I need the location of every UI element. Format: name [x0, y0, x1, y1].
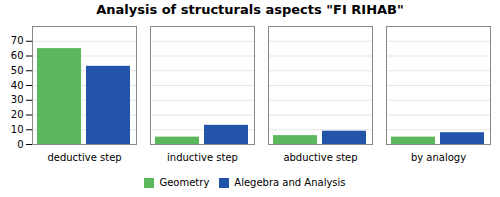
html-text:Analysis of structurals aspect: Analysis of structurals aspects "FI RIHA… [96, 2, 404, 17]
svg-text:70: 70 [11, 35, 24, 46]
svg-text:inductive step: inductive step [167, 152, 238, 163]
svg-text:20: 20 [11, 109, 24, 120]
svg-text:0: 0 [17, 139, 23, 150]
html-text:Geometry: Geometry [159, 177, 210, 188]
svg-text:60: 60 [11, 50, 24, 61]
html-text:Alegebra and Analysis: Alegebra and Analysis [234, 177, 346, 188]
svg-text:40: 40 [11, 80, 24, 91]
svg-text:deductive step: deductive step [47, 152, 121, 163]
svg-text:30: 30 [11, 94, 24, 105]
svg-text:by analogy: by analogy [411, 152, 466, 163]
svg-text:abductive step: abductive step [283, 152, 357, 163]
svg-text:10: 10 [11, 124, 24, 135]
svg-text:50: 50 [11, 65, 24, 76]
